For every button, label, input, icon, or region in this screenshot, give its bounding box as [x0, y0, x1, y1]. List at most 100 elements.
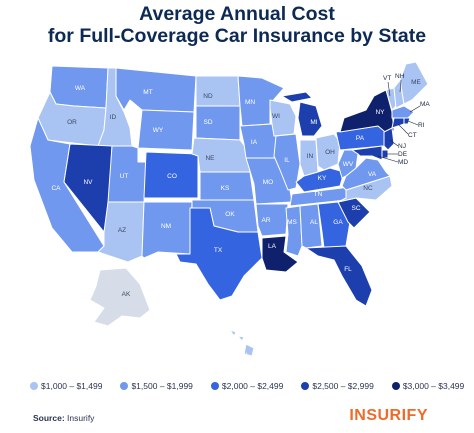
legend-item: $3,000 – $3,499 [391, 381, 465, 391]
state-label-md: MD [398, 159, 408, 166]
state-label-mi: MI [310, 119, 317, 126]
source-value: Insurify [67, 413, 95, 423]
legend-label: $3,000 – $3,499 [402, 381, 465, 391]
legend-swatch [210, 382, 219, 390]
state-label-ok: OK [225, 211, 235, 218]
state-ct [391, 117, 405, 129]
legend-swatch [120, 382, 129, 390]
state-label-ca: CA [51, 185, 61, 192]
state-co [143, 151, 199, 199]
state-ma [391, 105, 415, 119]
state-label-hi: HI [241, 352, 248, 359]
state-label-il: IL [284, 157, 290, 164]
legend-swatch [391, 382, 400, 390]
state-la [261, 235, 299, 273]
legend-item: $1,500 – $1,999 [120, 381, 193, 391]
title-line-2: for Full-Coverage Car Insurance by State [47, 25, 427, 47]
state-il [273, 133, 301, 191]
state-label-wv: WV [343, 161, 354, 168]
state-md [351, 145, 383, 161]
state-label-nj: NJ [398, 143, 406, 150]
state-label-ma: MA [420, 101, 430, 108]
title-line-1: Average Annual Cost [139, 3, 335, 25]
state-al [299, 203, 323, 249]
callouts [377, 79, 421, 163]
state-label-ar: AR [261, 217, 270, 224]
legend-swatch [30, 382, 38, 390]
state-label-de: DE [398, 151, 408, 158]
state-tx [175, 207, 263, 301]
state-label-ga: GA [333, 219, 343, 226]
state-label-sd: SD [203, 119, 212, 126]
state-labels: WA OR CA ID NV MT WY UT AZ CO NM ND SD N… [51, 79, 421, 359]
state-label-tn: TN [314, 191, 323, 198]
legend-label: $2,000 – $2,499 [221, 381, 284, 391]
state-label-co: CO [167, 173, 177, 180]
legend-item: $2,000 – $2,499 [210, 381, 284, 391]
state-label-mt: MT [143, 89, 152, 96]
state-label-ut: UT [120, 173, 129, 180]
state-ar [255, 203, 289, 237]
state-label-ct: CT [408, 132, 417, 139]
state-label-in: IN [307, 153, 314, 160]
state-label-ak: AK [122, 291, 131, 298]
legend-label: $2,500 – $2,999 [312, 381, 374, 391]
state-label-me: ME [411, 79, 421, 86]
state-label-nv: NV [83, 179, 93, 186]
state-label-oh: OH [325, 149, 335, 156]
legend-label: $1,000 – $1,499 [41, 381, 103, 391]
state-label-va: VA [368, 171, 377, 178]
state-label-ia: IA [251, 139, 258, 146]
state-label-nc: NC [363, 185, 373, 192]
state-nm [141, 201, 193, 259]
state-label-wy: WY [153, 127, 164, 134]
state-label-fl: FL [344, 266, 352, 273]
state-label-ms: MS [287, 219, 297, 226]
state-label-vt: VT [383, 75, 391, 82]
state-me [399, 61, 429, 105]
state-label-tx: TX [214, 247, 223, 254]
state-hi [229, 329, 255, 357]
legend-label: $1,500 – $1,999 [131, 381, 193, 391]
state-label-ri: RI [418, 122, 425, 129]
legend-item: $2,500 – $2,999 [301, 381, 374, 391]
legend-swatch [301, 382, 310, 390]
state-nd [195, 75, 241, 107]
state-label-ky: KY [318, 175, 327, 182]
state-ia [239, 123, 279, 159]
legend: $1,000 – $1,499 $1,500 – $1,999 $2,000 – $… [30, 378, 464, 394]
state-label-mo: MO [263, 179, 273, 186]
state-label-nm: NM [161, 223, 171, 230]
state-label-ne: NE [205, 155, 215, 162]
state-label-al: AL [310, 219, 318, 226]
state-ne [191, 137, 251, 173]
state-label-sc: SC [351, 205, 360, 212]
state-label-or: OR [67, 119, 77, 126]
state-label-wa: WA [75, 85, 86, 92]
source-note: Source: Insurify [33, 413, 94, 423]
state-label-ny: NY [375, 109, 385, 116]
source-label: Source: [33, 413, 65, 423]
state-nc [337, 175, 393, 203]
state-fl [305, 245, 373, 307]
state-label-la: LA [268, 243, 277, 250]
state-wy [137, 109, 195, 151]
insurify-logo: INSURIFY [349, 407, 428, 424]
state-nj [383, 127, 395, 151]
state-label-nd: ND [203, 93, 213, 100]
us-map: WA OR CA ID NV MT WY UT AZ CO NM ND SD N… [29, 61, 430, 359]
state-label-pa: PA [356, 135, 365, 142]
state-label-nh: NH [395, 73, 405, 80]
state-mt [115, 67, 197, 113]
state-label-az: AZ [118, 227, 126, 234]
state-mn [237, 75, 285, 127]
state-label-ks: KS [221, 185, 230, 192]
state-mi [281, 91, 323, 137]
state-label-wi: WI [272, 113, 280, 120]
state-ms [285, 205, 303, 257]
legend-item: $1,000 – $1,499 [30, 381, 102, 391]
state-ak [89, 267, 151, 327]
state-ri [403, 117, 411, 125]
state-label-id: ID [110, 114, 117, 121]
state-ky [295, 167, 345, 193]
